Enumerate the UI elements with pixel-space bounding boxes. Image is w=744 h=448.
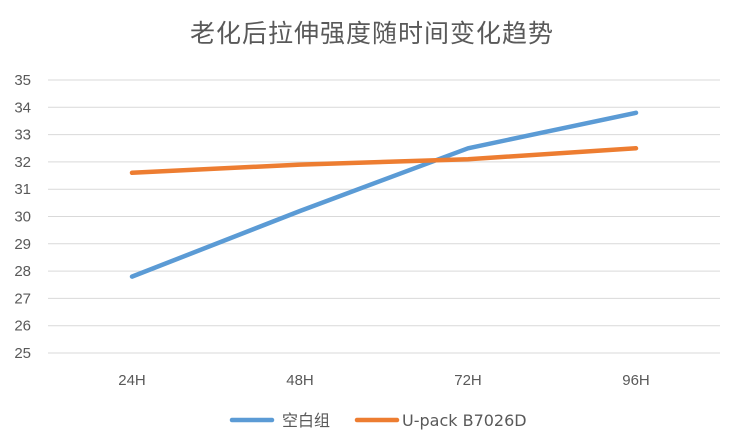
x-tick-label: 72H — [454, 372, 482, 389]
y-tick-label: 32 — [14, 154, 31, 171]
y-tick-label: 35 — [14, 72, 31, 89]
y-tick-label: 27 — [14, 290, 31, 307]
x-axis-tick-labels: 24H 48H 72H 96H — [118, 372, 650, 389]
series-line-1 — [129, 146, 639, 176]
y-tick-label: 34 — [14, 99, 31, 116]
y-tick-label: 28 — [14, 263, 31, 280]
y-tick-label: 29 — [14, 236, 31, 253]
legend: 空白组 U-pack B7026D — [229, 411, 527, 430]
y-tick-label: 33 — [14, 127, 31, 144]
legend-label: U-pack B7026D — [402, 411, 527, 430]
chart-title: 老化后拉伸强度随时间变化趋势 — [189, 19, 554, 48]
y-tick-label: 25 — [14, 345, 31, 362]
gridlines — [48, 79, 720, 354]
legend-label: 空白组 — [282, 411, 330, 430]
y-tick-label: 31 — [14, 181, 31, 198]
x-tick-label: 48H — [286, 372, 314, 389]
y-tick-label: 30 — [14, 209, 31, 226]
series-line-0 — [129, 110, 639, 279]
x-tick-label: 24H — [118, 372, 146, 389]
x-tick-label: 96H — [622, 372, 650, 389]
y-tick-label: 26 — [14, 318, 31, 335]
series-lines — [129, 110, 639, 279]
y-axis-tick-labels: 25 26 27 28 29 30 31 32 33 34 35 — [14, 72, 31, 362]
